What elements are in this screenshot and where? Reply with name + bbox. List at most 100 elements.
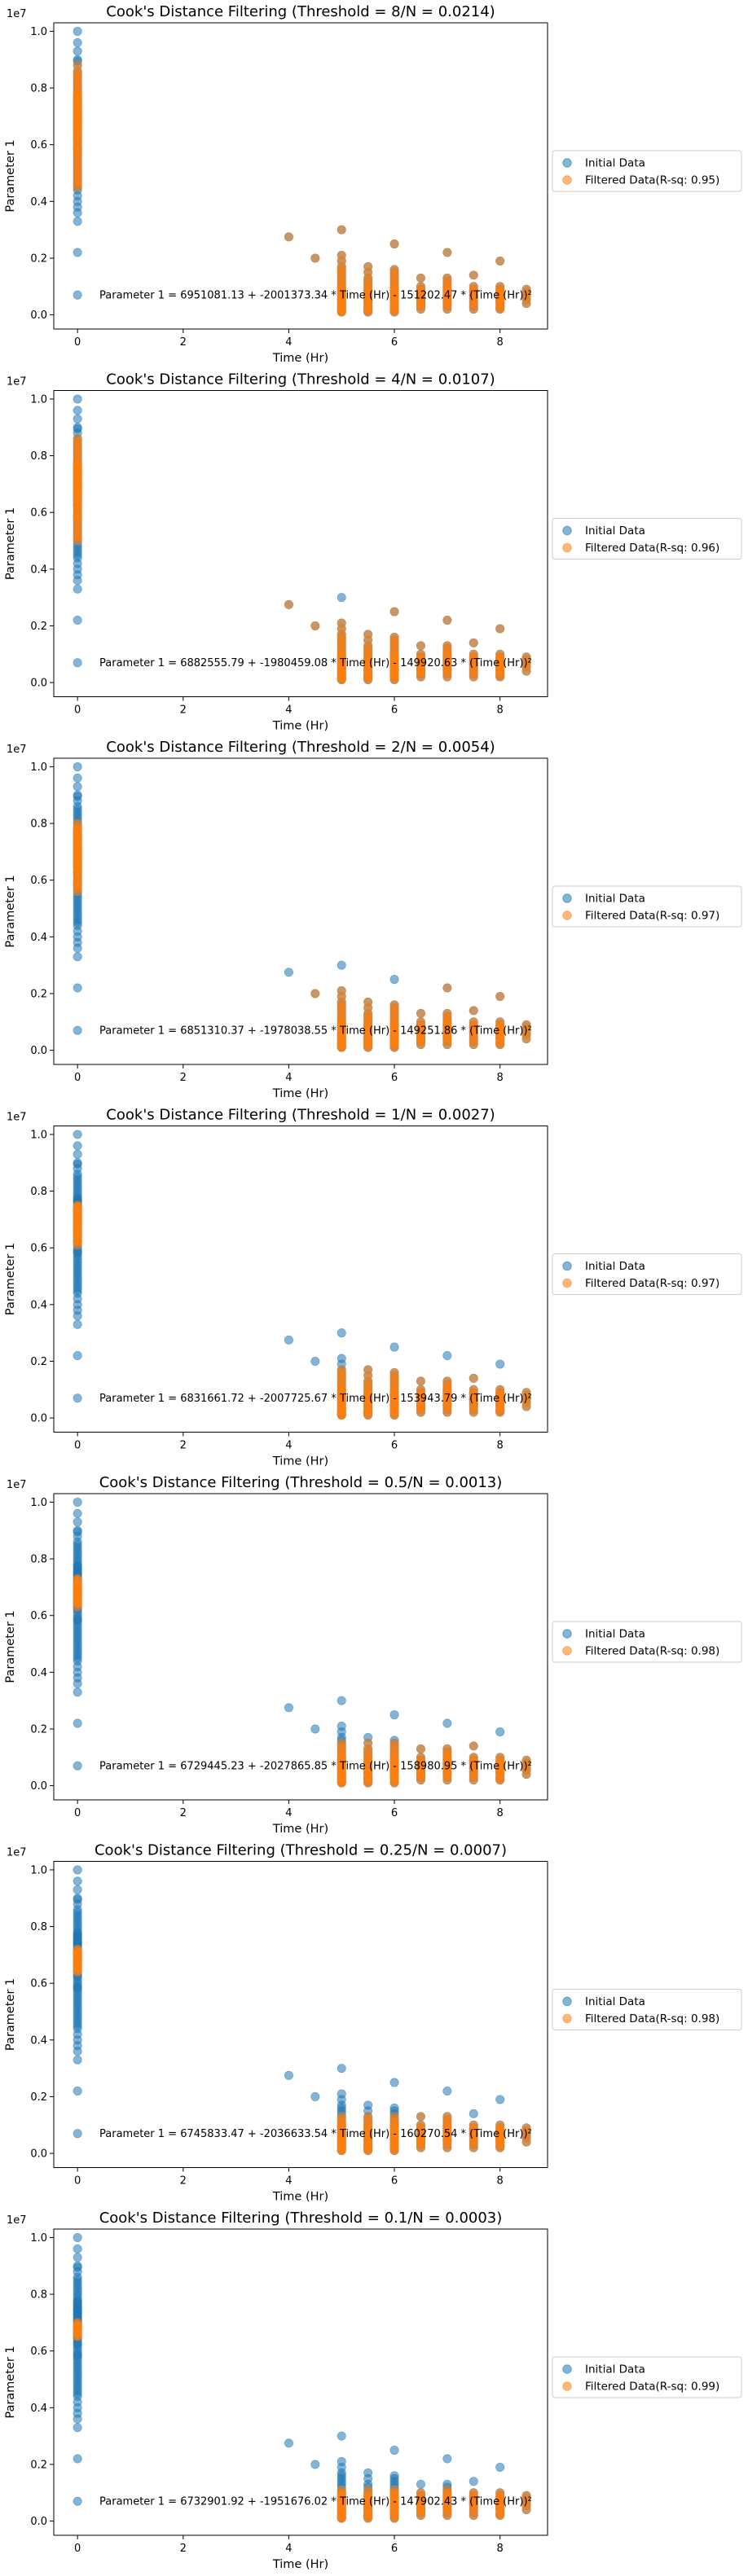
filtered-data-point (416, 672, 425, 682)
x-tick-label: 6 (391, 1807, 398, 1819)
y-tick-label: 1.0 (30, 393, 47, 406)
filtered-data-point (73, 99, 82, 108)
legend-marker-filtered (562, 1646, 572, 1656)
initial-data-point (73, 1025, 82, 1035)
legend-label-filtered: Filtered Data(R-sq: 0.99) (585, 2381, 719, 2394)
filtered-data-point (363, 1042, 373, 1052)
initial-data-point (389, 2078, 399, 2087)
filtered-data-point (73, 182, 82, 192)
x-tick-label: 8 (497, 1440, 504, 1452)
y-tick-label: 0.0 (30, 2516, 47, 2528)
initial-data-point (73, 615, 82, 625)
y-tick-label: 0.8 (30, 818, 47, 831)
y-tick-label: 0.2 (30, 252, 47, 265)
x-tick-label: 8 (497, 1807, 504, 1819)
initial-data-point (73, 761, 82, 771)
initial-data-point (310, 1356, 320, 1366)
filtered-data-point (337, 2513, 346, 2523)
filtered-data-point (389, 1042, 399, 1052)
initial-data-point (73, 26, 82, 36)
y-axis-label: Parameter 1 (4, 1978, 17, 2051)
initial-data-point (284, 2438, 293, 2448)
initial-data-point (73, 1982, 82, 1992)
filtered-data-point (442, 305, 452, 314)
filtered-data-point (73, 1219, 82, 1229)
initial-data-point (73, 782, 82, 792)
y-tick-label: 0.6 (30, 875, 47, 887)
initial-data-point (73, 1311, 82, 1321)
x-tick-label: 2 (180, 704, 187, 717)
filtered-data-point (495, 2511, 505, 2521)
y-exponent-label: 1e7 (7, 376, 27, 388)
initial-data-point (73, 983, 82, 993)
x-tick-label: 2 (180, 1807, 187, 1819)
y-tick-label: 1.0 (30, 1864, 47, 1876)
filtered-data-point (73, 116, 82, 125)
filtered-data-point (73, 467, 82, 476)
initial-data-point (442, 2454, 452, 2464)
y-tick-label: 0.4 (30, 196, 47, 208)
y-tick-label: 0.0 (30, 1413, 47, 1425)
initial-data-point (73, 290, 82, 300)
y-exponent-label: 1e7 (7, 2214, 27, 2227)
initial-data-point (73, 584, 82, 594)
filtered-data-point (73, 1967, 82, 1977)
y-tick-label: 1.0 (30, 1497, 47, 1509)
y-tick-label: 0.0 (30, 1045, 47, 1057)
x-tick-label: 2 (180, 1072, 187, 1084)
chart-panel-2: Cook's Distance Filtering (Threshold = 4… (4, 371, 742, 733)
initial-data-point (73, 406, 82, 415)
y-exponent-label: 1e7 (7, 744, 27, 756)
filtered-data-point (469, 2143, 478, 2153)
y-exponent-label: 1e7 (7, 1847, 27, 1859)
chart-title: Cook's Distance Filtering (Threshold = 0… (99, 2210, 503, 2227)
filtered-data-point (416, 305, 425, 314)
initial-data-point (73, 2423, 82, 2433)
filtered-data-point (442, 615, 452, 625)
x-tick-label: 4 (285, 2175, 292, 2188)
filtered-data-point (389, 607, 399, 617)
y-tick-label: 0.2 (30, 1356, 47, 1368)
legend-label-filtered: Filtered Data(R-sq: 0.96) (585, 542, 719, 555)
filtered-data-point (337, 225, 346, 235)
legend-label-initial: Initial Data (585, 2363, 645, 2376)
initial-data-point (73, 2129, 82, 2139)
filtered-data-point (73, 834, 82, 844)
initial-data-point (73, 217, 82, 226)
initial-data-point (495, 2462, 505, 2472)
initial-data-point (73, 952, 82, 962)
filtered-data-point (363, 2146, 373, 2156)
initial-data-point (73, 1876, 82, 1886)
chart-panel-3: Cook's Distance Filtering (Threshold = 2… (4, 739, 742, 1100)
y-tick-label: 0.8 (30, 1554, 47, 1566)
filtered-data-point (469, 270, 478, 280)
legend-label-initial: Initial Data (585, 524, 645, 538)
y-tick-label: 0.2 (30, 1723, 47, 1736)
chart-title: Cook's Distance Filtering (Threshold = 0… (95, 1842, 507, 1859)
initial-data-point (73, 1149, 82, 1159)
y-tick-label: 0.8 (30, 450, 47, 463)
filtered-data-point (73, 1955, 82, 1964)
filtered-data-point (416, 1407, 425, 1417)
initial-data-point (73, 37, 82, 47)
legend-box (552, 518, 742, 560)
y-tick-label: 1.0 (30, 761, 47, 774)
filtered-data-point (73, 484, 82, 494)
x-axis-label: Time (Hr) (272, 1823, 328, 1836)
y-axis-label: Parameter 1 (4, 507, 17, 580)
initial-data-point (73, 2253, 82, 2262)
initial-data-point (389, 1342, 399, 1352)
filtered-data-point (337, 307, 346, 317)
x-tick-label: 6 (391, 1072, 398, 1084)
initial-data-point (73, 46, 82, 56)
filtered-data-point (469, 638, 478, 647)
initial-data-point (73, 1508, 82, 1518)
legend-marker-filtered (562, 1278, 572, 1288)
x-tick-label: 0 (74, 336, 81, 349)
chart-panel-1: Cook's Distance Filtering (Threshold = 8… (4, 3, 742, 365)
y-tick-label: 0.8 (30, 83, 47, 95)
y-tick-label: 0.8 (30, 1186, 47, 1198)
filtered-data-point (469, 672, 478, 682)
initial-data-point (469, 2477, 478, 2486)
x-tick-label: 2 (180, 2175, 187, 2188)
